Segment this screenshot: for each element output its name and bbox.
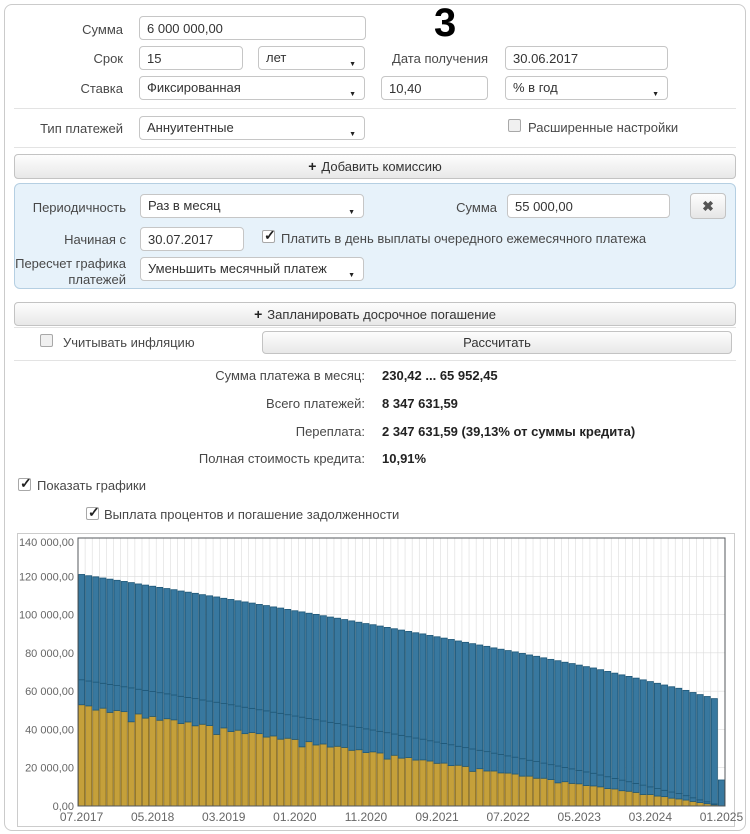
pay-on-payment-day-checkbox[interactable] [262,227,276,244]
svg-text:100 000,00: 100 000,00 [19,610,74,622]
amount-input[interactable] [139,16,366,40]
recalc-select[interactable]: Уменьшить месячный платеж [140,257,364,281]
inflation-label: Учитывать инфляцию [63,335,195,350]
svg-text:05.2018: 05.2018 [131,810,175,824]
rate-input[interactable] [381,76,488,100]
svg-text:01.2025: 01.2025 [700,810,744,824]
svg-text:80 000,00: 80 000,00 [25,648,74,660]
svg-text:01.2020: 01.2020 [273,810,317,824]
annotation-number: 3 [434,1,457,45]
interest-chart-label: Выплата процентов и погашение задолженно… [104,507,400,522]
term-input[interactable] [139,46,243,70]
svg-text:140 000,00: 140 000,00 [19,537,74,549]
divider [14,327,736,328]
schedule-early-repayment-label: Запланировать досрочное погашение [267,307,496,322]
payments-chart-svg: 0,00 20 000,00 40 000,00 60 000,00 80 000,00… [19,537,744,824]
calculate-button[interactable]: Рассчитать [262,331,732,354]
periodicity-select[interactable]: Раз в месяц [140,194,364,218]
starting-from-input[interactable] [140,227,244,251]
early-amount-label: Сумма [456,200,497,215]
term-unit-select[interactable]: лет [258,46,365,70]
svg-text:60 000,00: 60 000,00 [25,686,74,698]
early-amount-input[interactable] [507,194,670,218]
start-date-label: Дата получения [392,51,488,66]
add-commission-label: Добавить комиссию [321,159,442,174]
add-commission-button[interactable]: + Добавить комиссию [14,154,736,179]
term-unit-value: лет [266,50,287,65]
rate-label: Ставка [80,81,123,96]
inflation-checkbox[interactable] [40,334,53,347]
svg-text:0,00: 0,00 [53,801,74,813]
full-cost-label: Полная стоимость кредита: [198,451,365,466]
close-icon: ✖ [702,198,714,214]
payments-chart: 0,00 20 000,00 40 000,00 60 000,00 80 000,00… [17,533,744,827]
starting-from-label: Начиная с [64,232,126,247]
full-cost-value: 10,91% [382,451,427,466]
recalc-value: Уменьшить месячный платеж [148,261,327,276]
interest-chart-checkbox[interactable] [86,504,100,521]
payment-type-select[interactable]: Аннуитентные [139,116,365,140]
svg-text:11.2020: 11.2020 [345,810,388,824]
plus-icon: + [254,306,263,322]
svg-text:07.2022: 07.2022 [486,810,530,824]
svg-text:20 000,00: 20 000,00 [25,763,74,775]
show-charts-checkbox[interactable] [18,475,32,492]
pay-on-payment-day-label: Платить в день выплаты очередного ежемес… [281,231,647,246]
remove-early-payment-button[interactable]: ✖ [690,193,726,219]
term-label: Срок [93,51,123,66]
svg-text:40 000,00: 40 000,00 [25,724,74,736]
calculator-frame [4,4,746,831]
advanced-settings-checkbox[interactable] [508,119,521,132]
payment-type-value: Аннуитентные [147,120,234,135]
overpayment-value: 2 347 631,59 (39,13% от суммы кредита) [382,424,636,439]
rate-type-value: Фиксированная [147,80,241,95]
schedule-early-repayment-button[interactable]: + Запланировать досрочное погашение [14,302,736,326]
svg-text:03.2019: 03.2019 [202,810,246,824]
total-payments-value: 8 347 631,59 [382,396,458,411]
svg-text:09.2021: 09.2021 [415,810,459,824]
show-charts-label: Показать графики [37,478,146,493]
plus-icon: + [308,158,317,174]
total-payments-label: Всего платежей: [266,396,365,411]
payment-type-label: Тип платежей [40,121,123,136]
recalc-label: Пересчет графика платежей [15,256,126,287]
rate-unit-select[interactable]: % в год [505,76,668,100]
divider [14,147,736,148]
periodicity-label: Периодичность [32,200,126,215]
divider [14,108,736,109]
rate-type-select[interactable]: Фиксированная [139,76,365,100]
svg-text:120 000,00: 120 000,00 [19,571,74,583]
svg-text:03.2024: 03.2024 [629,810,673,824]
periodicity-value: Раз в месяц [148,198,221,213]
monthly-payment-value: 230,42 ... 65 952,45 [382,368,498,383]
rate-unit-value: % в год [513,80,558,95]
divider [14,360,736,361]
monthly-payment-label: Сумма платежа в месяц: [215,368,365,383]
advanced-settings-label: Расширенные настройки [528,120,679,135]
start-date-input[interactable] [505,46,668,70]
svg-text:07.2017: 07.2017 [60,810,104,824]
overpayment-label: Переплата: [295,424,365,439]
svg-text:05.2023: 05.2023 [558,810,602,824]
amount-label: Сумма [82,22,123,37]
